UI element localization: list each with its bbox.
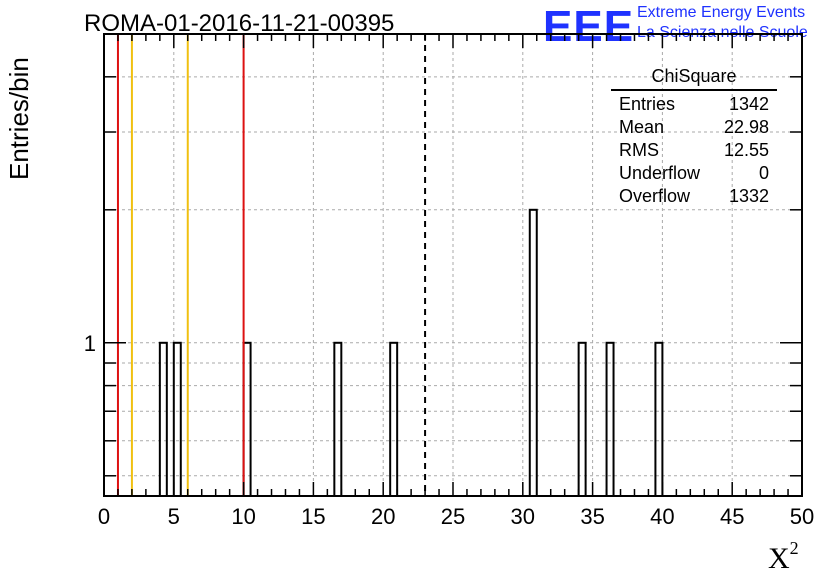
stats-label: Mean: [619, 117, 665, 137]
x-tick-label: 5: [168, 504, 180, 529]
stats-label: RMS: [619, 140, 659, 160]
stats-row-overflow: Overflow 1332: [611, 185, 777, 208]
stats-title: ChiSquare: [611, 66, 777, 91]
x-tick-label: 40: [650, 504, 674, 529]
stats-value: 22.98: [723, 117, 769, 137]
stats-row-entries: Entries 1342: [611, 93, 777, 116]
histogram-bar: [242, 341, 252, 498]
x-axis-label-superscript: 2: [789, 538, 799, 558]
chart-title: ROMA-01-2016-11-21-00395: [84, 10, 395, 37]
x-tick-label: 50: [790, 504, 814, 529]
x-tick-label: 30: [511, 504, 535, 529]
stats-label: Underflow: [619, 163, 701, 183]
histogram-bar: [605, 341, 615, 498]
stats-value: 1342: [728, 94, 769, 114]
histogram-bar: [389, 341, 399, 498]
y-tick-label: 1: [84, 331, 96, 356]
logo-line-2: La Scienza nelle Scuole: [637, 24, 808, 41]
x-tick-label: 35: [580, 504, 604, 529]
eee-logo: EEE: [543, 2, 635, 51]
x-tick-label: 45: [720, 504, 744, 529]
stats-row-mean: Mean 22.98: [611, 116, 777, 139]
histogram-bar: [528, 208, 538, 498]
stats-row-rms: RMS 12.55: [611, 139, 777, 162]
histogram-bar: [172, 341, 182, 498]
histogram-bar: [333, 341, 343, 498]
x-tick-label: 20: [371, 504, 395, 529]
stats-box: ChiSquare Entries 1342 Mean 22.98 RMS 12.55…: [611, 66, 777, 208]
stats-label: Overflow: [619, 186, 691, 206]
stats-label: Entries: [619, 94, 676, 114]
x-tick-label: 10: [231, 504, 255, 529]
x-axis-label-base: X: [768, 542, 790, 575]
x-tick-label: 25: [441, 504, 465, 529]
stats-value: 0: [758, 163, 769, 183]
x-tick-label: 0: [98, 504, 110, 529]
logo-line-1: Extreme Energy Events: [637, 4, 806, 21]
stats-row-underflow: Underflow 0: [611, 162, 777, 185]
x-tick-label: 15: [301, 504, 325, 529]
logo-text: Extreme Energy Events La Scienza nelle S…: [637, 3, 808, 43]
histogram-bar: [654, 341, 664, 498]
x-axis-label: X2: [768, 538, 799, 576]
histogram-bar: [158, 341, 168, 498]
stats-value: 1332: [728, 186, 769, 206]
stats-value: 12.55: [723, 140, 769, 160]
histogram-bar: [577, 341, 587, 498]
